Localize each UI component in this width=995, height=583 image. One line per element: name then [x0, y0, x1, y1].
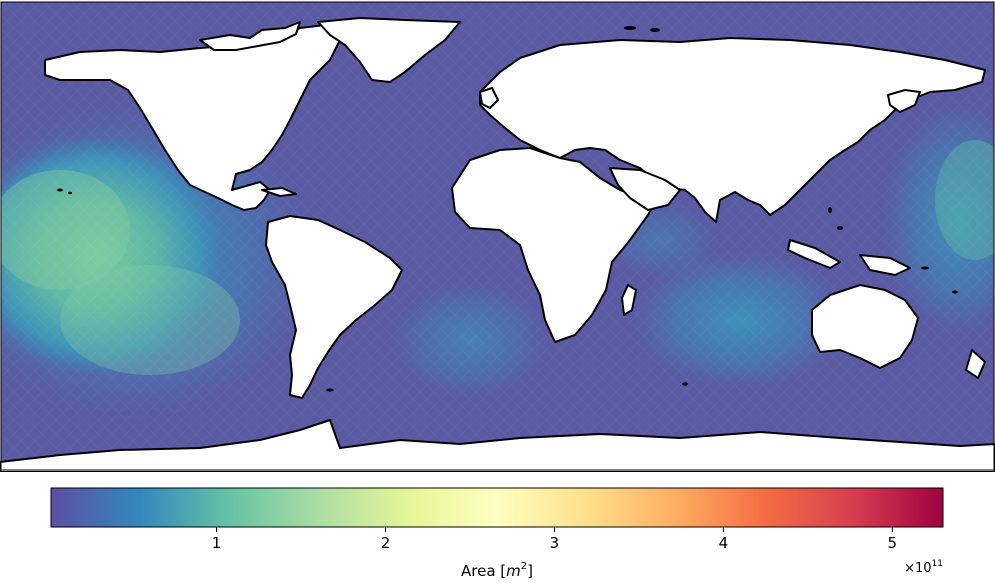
colorbar: 1 2 3 4 5 Area [m2] ×1011 — [0, 472, 995, 580]
colorbar-tick-label: 4 — [719, 534, 729, 552]
colorbar-tick-label: 1 — [212, 534, 222, 552]
colorbar-tick-label: 3 — [550, 534, 560, 552]
colorbar-gradient — [50, 487, 944, 528]
landmass-antarctica — [0, 419, 995, 473]
landmass-eurasia — [479, 37, 986, 223]
landmass-new-zealand — [965, 349, 986, 379]
landmass-arctic-islands — [199, 21, 301, 51]
map-border — [0, 1, 995, 471]
landmass-new-guinea — [859, 254, 911, 276]
landmass-greenland — [317, 17, 461, 83]
landmass-africa — [451, 147, 663, 343]
landmass-south-america — [265, 215, 403, 399]
landmass-madagascar — [621, 284, 637, 316]
world-map — [0, 1, 995, 473]
colorbar-label: Area [m2] — [461, 561, 533, 579]
landmass-uk — [479, 87, 499, 109]
land-masses — [0, 17, 995, 473]
small-islands — [57, 26, 958, 392]
colorbar-tick-label: 5 — [888, 534, 898, 552]
landmass-indonesia — [787, 239, 841, 269]
map-panel — [0, 1, 995, 473]
landmass-australia — [811, 284, 919, 369]
landmass-arabia — [609, 167, 681, 211]
colorbar-ticks: 1 2 3 4 5 — [212, 527, 897, 552]
landmass-cuba — [261, 187, 297, 197]
colorbar-offset-text: ×1011 — [904, 559, 943, 576]
landmass-japan — [887, 89, 921, 113]
colorbar-tick-label: 2 — [381, 534, 391, 552]
colorbar-svg: 1 2 3 4 5 Area [m2] ×1011 — [50, 487, 944, 580]
